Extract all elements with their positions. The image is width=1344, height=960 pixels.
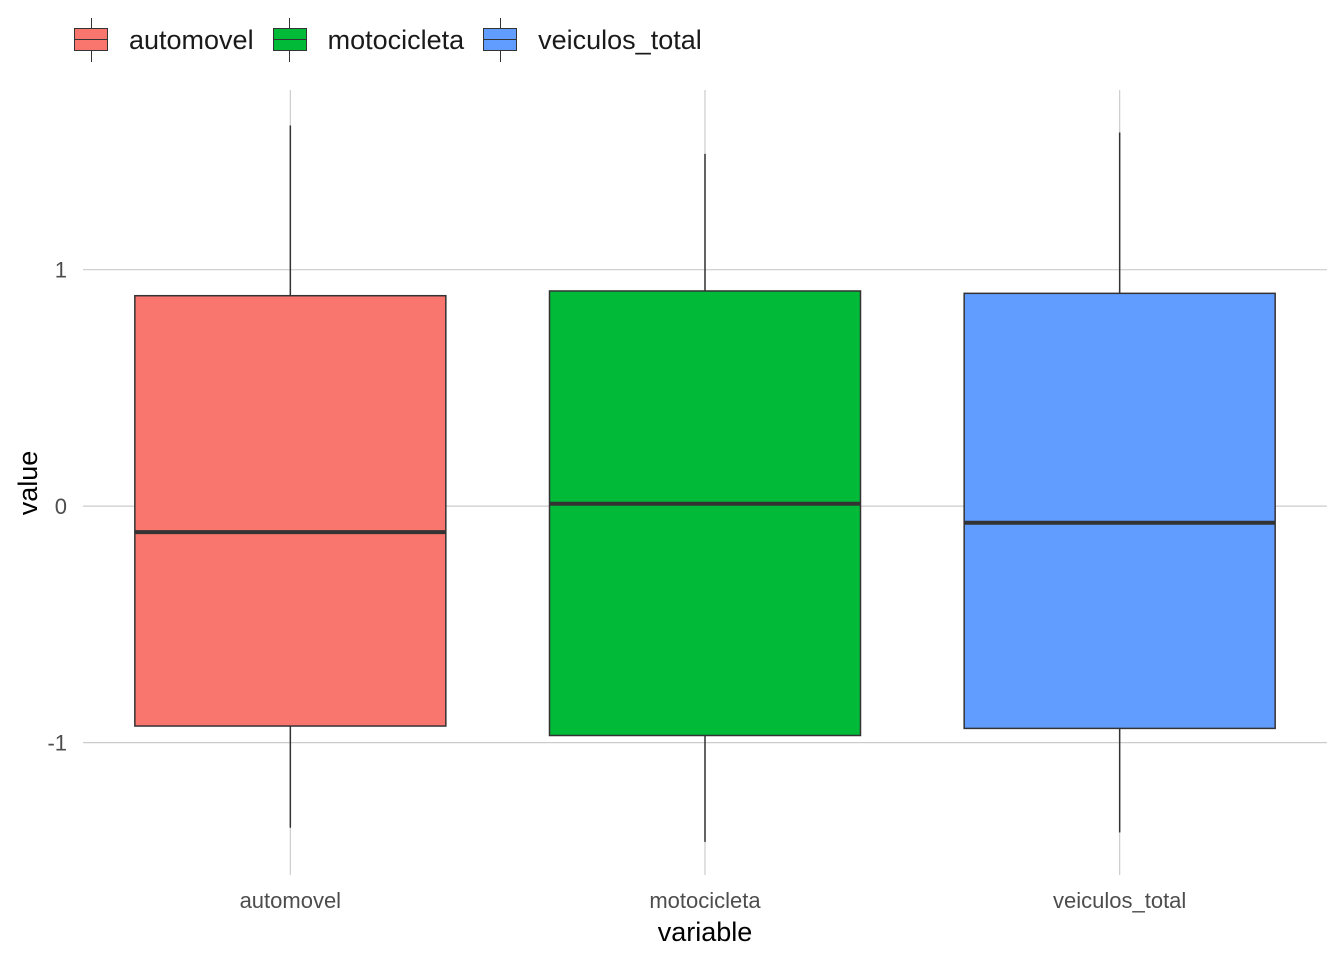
x-tick-label: automovel <box>240 888 342 913</box>
box-motocicleta <box>548 153 862 842</box>
box-body <box>134 294 447 727</box>
legend-label-motocicleta: motocicleta <box>327 24 465 55</box>
y-tick-label: -1 <box>47 731 67 756</box>
box-veiculos_total <box>963 132 1276 833</box>
x-tick-labels: automovel motocicleta veiculos_total <box>240 888 1187 913</box>
x-tick-label: motocicleta <box>649 888 761 913</box>
legend-key-veiculos-total <box>482 18 518 62</box>
legend-item-automovel: automovel <box>73 18 254 62</box>
y-tick-labels: -1 0 1 <box>47 258 67 756</box>
legend-item-veiculos-total: veiculos_total <box>482 18 702 62</box>
legend-key-motocicleta <box>272 18 308 62</box>
legend-label-automovel: automovel <box>129 24 254 55</box>
legend: automovel motocicleta veiculos_total <box>73 18 720 62</box>
box-body <box>548 290 862 737</box>
box-automovel <box>134 125 447 828</box>
legend-key-automovel <box>73 18 109 62</box>
y-axis-title: value <box>13 451 43 516</box>
legend-item-motocicleta: motocicleta <box>272 18 465 62</box>
boxes <box>134 125 1276 842</box>
legend-label-veiculos-total: veiculos_total <box>538 24 702 55</box>
x-tick-label: veiculos_total <box>1053 888 1186 913</box>
y-tick-label: 0 <box>55 494 67 519</box>
y-tick-label: 1 <box>55 258 67 283</box>
box-body <box>963 292 1276 730</box>
x-axis-title: variable <box>658 917 753 947</box>
